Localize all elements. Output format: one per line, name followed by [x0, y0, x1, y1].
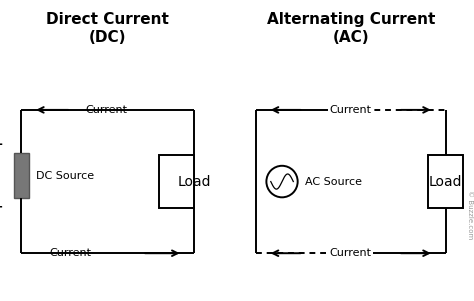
Text: Load: Load — [429, 175, 462, 188]
Text: Current: Current — [50, 248, 92, 258]
Text: Current: Current — [85, 105, 128, 115]
Bar — [428, 155, 464, 208]
Text: DC Source: DC Source — [36, 171, 94, 181]
Circle shape — [266, 166, 298, 197]
Bar — [14, 153, 29, 198]
Text: +: + — [0, 138, 3, 150]
Text: Alternating Current
(AC): Alternating Current (AC) — [266, 12, 435, 45]
Text: AC Source: AC Source — [305, 177, 362, 187]
Text: Current: Current — [330, 105, 372, 115]
Bar — [159, 155, 194, 208]
Text: © Buzzle.com: © Buzzle.com — [467, 190, 473, 240]
Text: −: − — [0, 201, 3, 214]
Text: Current: Current — [330, 248, 372, 258]
Text: Direct Current
(DC): Direct Current (DC) — [46, 12, 169, 45]
Text: Load: Load — [178, 175, 211, 188]
